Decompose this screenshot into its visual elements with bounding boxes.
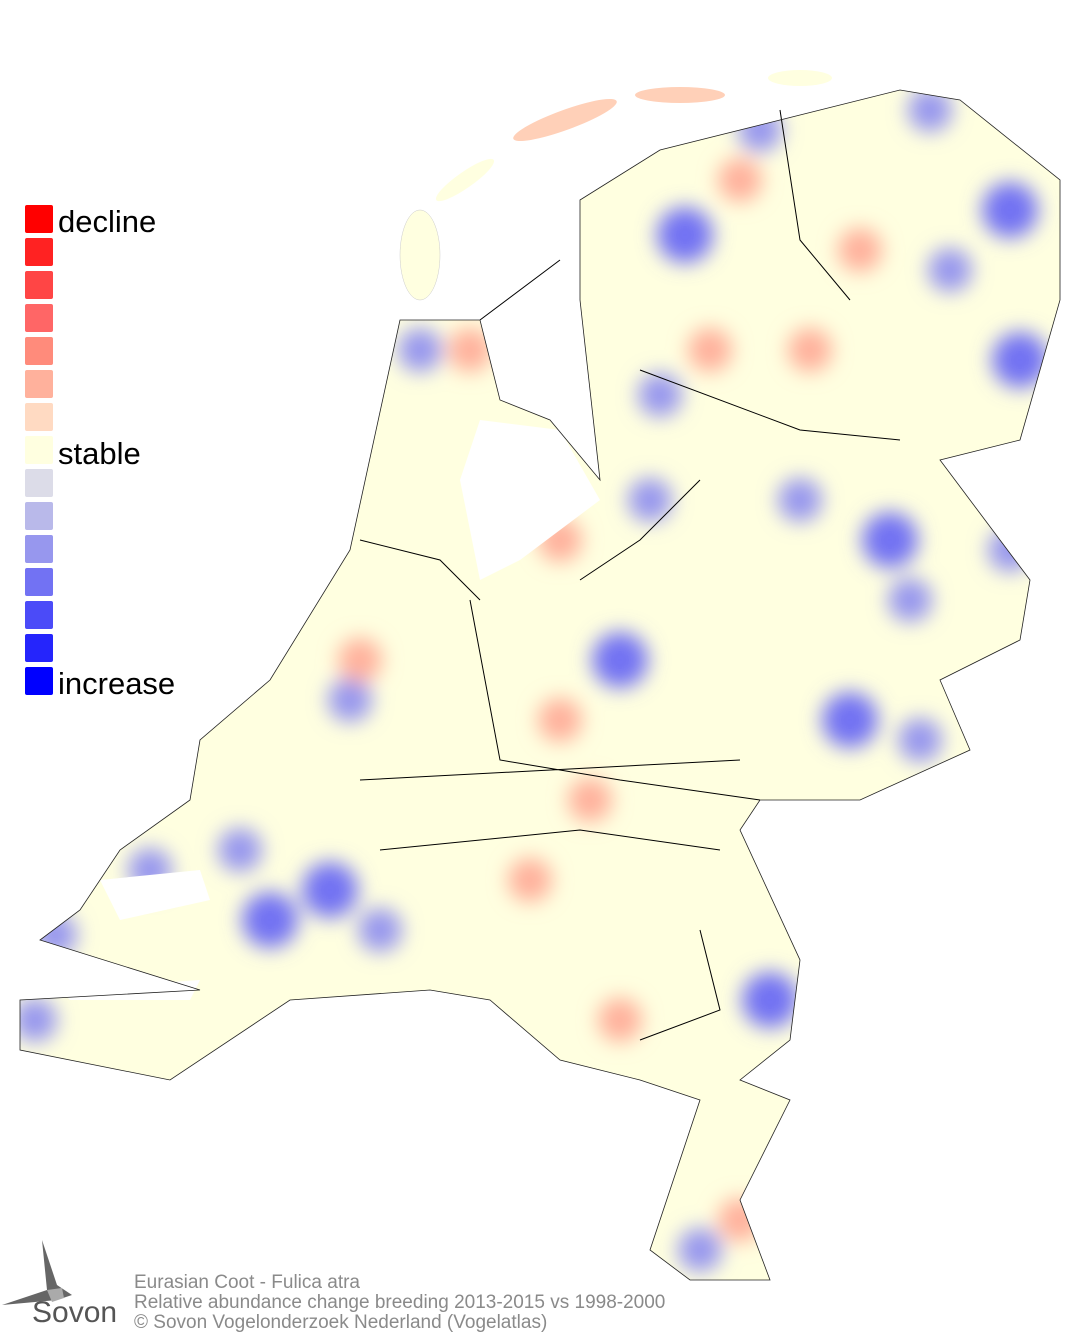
increase-area <box>592 632 648 688</box>
increase-area <box>928 248 972 292</box>
decline-area <box>788 328 832 372</box>
species-name: Eurasian Coot - Fulica atra <box>134 1272 360 1293</box>
increase-area <box>822 692 878 748</box>
legend-swatch <box>25 535 53 563</box>
island-terschelling <box>513 98 617 142</box>
ijsselmeer <box>460 420 600 580</box>
increase-area <box>328 678 372 722</box>
increase-area <box>20 998 57 1042</box>
increase-area <box>638 373 682 417</box>
decline-area <box>338 638 382 682</box>
legend-swatch <box>25 271 53 299</box>
legend-label-stable: stable <box>58 436 141 471</box>
legend-swatch <box>25 370 53 398</box>
increase-area <box>982 182 1038 238</box>
island-texel <box>399 209 441 301</box>
legend-swatch <box>25 205 53 233</box>
increase-area <box>678 1228 722 1272</box>
increase-area <box>33 913 77 957</box>
island-vlieland <box>435 158 495 202</box>
increase-area <box>778 478 822 522</box>
legend-swatch <box>25 667 53 695</box>
increase-area <box>628 478 672 522</box>
legend-label-decline: decline <box>58 204 157 239</box>
legend-swatch <box>25 502 53 530</box>
borders <box>359 109 901 1041</box>
increase-area <box>862 512 918 568</box>
legend-label-increase: increase <box>58 666 176 701</box>
decline-area <box>568 778 612 822</box>
legend-swatch <box>25 601 53 629</box>
increase-area <box>742 972 798 1028</box>
increase-area <box>992 332 1048 388</box>
increase-area <box>898 718 942 762</box>
increase-area <box>358 908 402 952</box>
map-description: Relative abundance change breeding 2013-… <box>134 1292 666 1313</box>
decline-area <box>448 328 492 372</box>
map-caption: Eurasian Coot - Fulica atra Relative abu… <box>134 1273 665 1333</box>
increase-area <box>657 207 713 263</box>
logo-text: Sovon <box>32 1296 118 1329</box>
island-ameland <box>635 87 725 103</box>
copyright: © Sovon Vogelonderzoek Nederland (Vogela… <box>134 1312 548 1333</box>
legend-swatch <box>25 238 53 266</box>
increase-area <box>888 578 932 622</box>
decline-area <box>838 228 882 272</box>
decline-area <box>538 698 582 742</box>
sovon-swallow-logo-icon <box>2 1240 72 1305</box>
increase-area <box>218 828 262 872</box>
increase-area <box>242 892 298 948</box>
decline-area <box>598 998 642 1042</box>
legend-swatch <box>25 337 53 365</box>
land <box>20 90 1060 1280</box>
increase-area <box>398 328 442 372</box>
decline-area <box>718 158 762 202</box>
legend-swatch <box>25 304 53 332</box>
zeeland-water <box>60 870 210 1000</box>
legend-swatch <box>25 403 53 431</box>
increase-area <box>908 90 952 132</box>
legend-swatch <box>25 469 53 497</box>
island-schiermonnikoog <box>768 70 832 86</box>
increase-area <box>988 528 1032 572</box>
legend-swatch <box>25 634 53 662</box>
legend-swatch <box>25 568 53 596</box>
increase-area <box>302 862 358 918</box>
decline-area <box>508 858 552 902</box>
decline-area <box>718 1198 762 1242</box>
increase-area <box>738 108 782 152</box>
legend-swatch <box>25 436 53 464</box>
decline-area <box>688 328 732 372</box>
